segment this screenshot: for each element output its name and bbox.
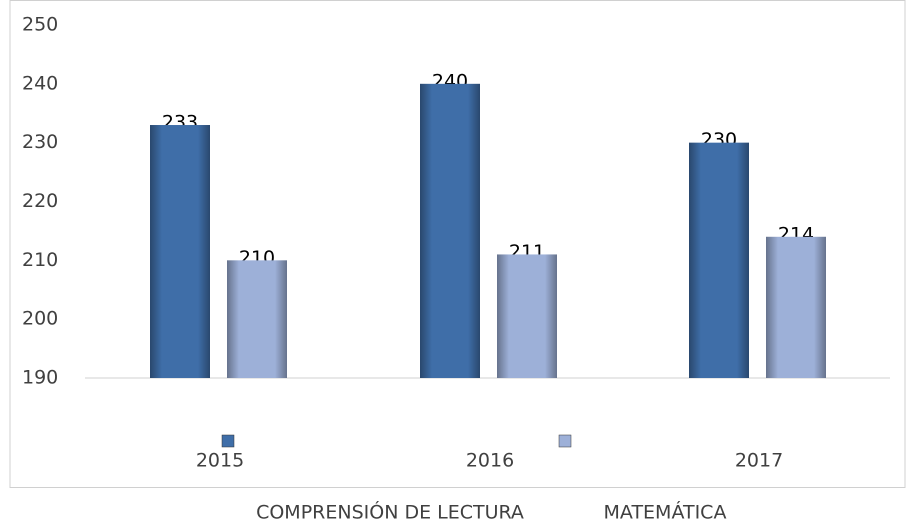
bar-group [766,236,826,378]
bar-group [689,142,749,378]
legend-marker [558,434,572,448]
bar-shade [766,236,826,378]
bar-group [150,125,210,379]
y-tick-label: 200 [22,308,58,330]
bar-group [497,254,557,378]
x-tick-label: 2015 [196,450,244,472]
legend-label: COMPRENSIÓN DE LECTURA [256,500,524,524]
plot-frame [9,0,906,488]
x-tick-label: 2017 [735,450,783,472]
bar-shade [420,83,480,378]
y-tick-label: 210 [22,249,58,271]
legend-label: MATEMÁTICA [604,501,727,524]
legend-marker [221,434,235,448]
y-tick-label: 190 [22,367,58,389]
bar-shade [227,260,287,378]
x-tick-label: 2016 [466,450,514,472]
bar-shade [689,142,749,378]
y-tick-label: 230 [22,131,58,153]
bar-group [420,83,480,378]
bar-shade [150,125,210,379]
y-tick-label: 240 [22,72,58,94]
bar-shade [497,254,557,378]
bar-group [227,260,287,378]
y-tick-label: 220 [22,190,58,212]
y-tick-label: 250 [22,14,58,36]
